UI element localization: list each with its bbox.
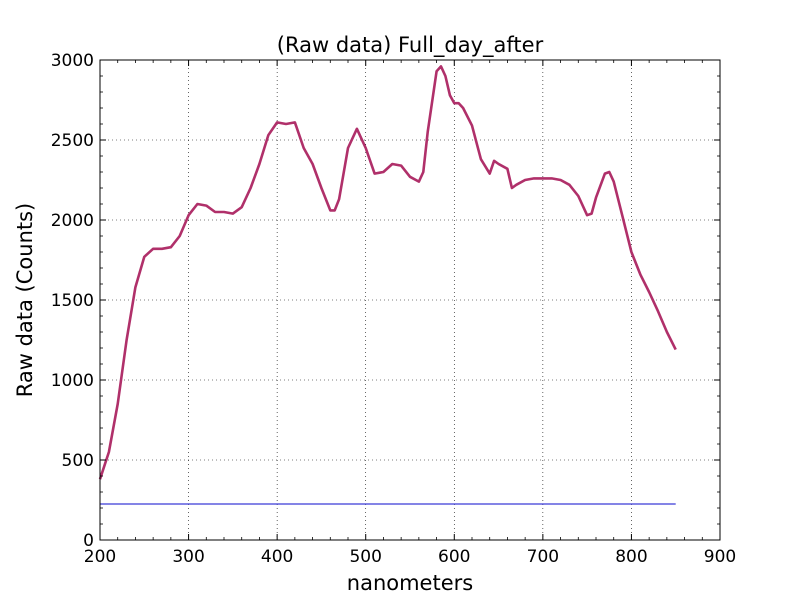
x-tick-label: 600	[438, 547, 470, 567]
axis-ticks: 200 300 400 500 600 700 800 900 0 500 1000 1500 2000…	[51, 51, 736, 567]
y-tick-label: 1500	[51, 291, 94, 311]
y-axis-label: Raw data (Counts)	[13, 203, 37, 398]
y-tick-label: 2000	[51, 211, 94, 231]
y-tick-label: 500	[62, 451, 94, 471]
x-tick-label: 700	[527, 547, 559, 567]
data-series	[98, 65, 677, 505]
y-tick-label: 2500	[51, 131, 94, 151]
y-tick-label: 1000	[51, 371, 94, 391]
y-tick-label: 0	[83, 531, 94, 551]
chart-title: (Raw data) Full_day_after	[277, 33, 544, 58]
x-tick-label: 500	[349, 547, 381, 567]
x-tick-label: 800	[615, 547, 647, 567]
x-tick-label: 300	[172, 547, 204, 567]
x-axis-label: nanometers	[347, 571, 473, 595]
series-line-0	[98, 65, 677, 480]
x-tick-label: 200	[84, 547, 116, 567]
x-tick-label: 900	[704, 547, 736, 567]
grid-lines	[100, 60, 720, 540]
x-tick-label: 400	[261, 547, 293, 567]
y-tick-label: 3000	[51, 51, 94, 71]
